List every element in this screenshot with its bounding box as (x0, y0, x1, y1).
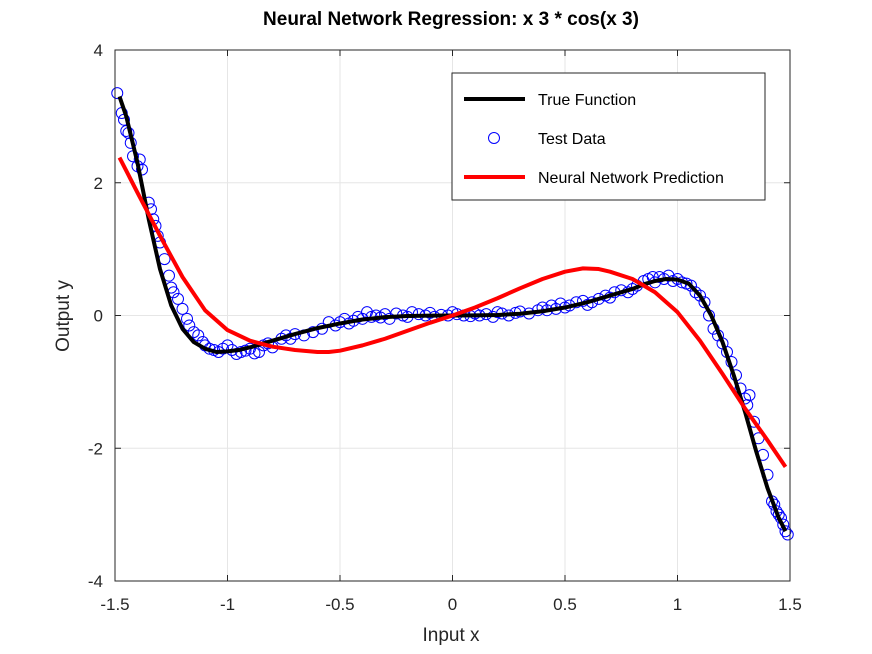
y-tick-label: 0 (94, 307, 103, 326)
data-point (781, 528, 794, 541)
legend-neural-network: Neural Network Prediction (464, 170, 724, 187)
x-tick-label: 0.5 (553, 595, 577, 614)
data-point (181, 312, 193, 325)
data-point (136, 163, 148, 176)
data-point (689, 286, 702, 299)
data-point (390, 307, 403, 320)
y-tick-label: 2 (94, 174, 103, 193)
data-point (217, 342, 229, 355)
data-point (183, 319, 196, 332)
data-point (743, 389, 756, 402)
plot-area (111, 87, 794, 541)
data-point (694, 289, 706, 302)
data-point (192, 329, 205, 342)
x-axis-label: Input x (422, 625, 480, 646)
data-point (176, 302, 189, 315)
data-point (698, 296, 711, 309)
axis-ticks: -1.5 -1 -0.5 0 0.5 1 1.5 -4 -2 0 2 4 (88, 41, 802, 614)
legend-marker-swatch (488, 132, 500, 144)
x-tick-label: -0.5 (325, 595, 354, 614)
data-point (779, 525, 792, 538)
x-tick-label: 0 (448, 595, 457, 614)
data-point (111, 87, 124, 100)
legend: True Function Test Data Neural Network Pre… (451, 72, 766, 201)
legend-label: Neural Network Prediction (538, 170, 724, 187)
data-point (491, 306, 504, 319)
y-tick-label: -4 (88, 572, 103, 591)
data-point (172, 292, 184, 305)
data-point (685, 279, 697, 292)
y-tick-label: -2 (88, 439, 103, 458)
series-neural-network-line (117, 156, 788, 468)
x-tick-label: 1.5 (778, 595, 802, 614)
x-tick-label: -1.5 (100, 595, 129, 614)
data-point (424, 306, 436, 319)
x-tick-label: -1 (220, 595, 235, 614)
y-tick-label: 4 (94, 41, 103, 60)
legend-label: Test Data (538, 131, 606, 148)
legend-test-data: Test Data (488, 131, 606, 148)
x-tick-label: 1 (673, 595, 682, 614)
legend-true-function: True Function (464, 92, 636, 109)
legend-label: True Function (538, 92, 636, 109)
data-point (187, 326, 200, 339)
y-axis-label: Output y (53, 280, 74, 352)
chart-title: Neural Network Regression: x 3 * cos(x 3… (263, 9, 639, 30)
legend-box (451, 72, 766, 201)
